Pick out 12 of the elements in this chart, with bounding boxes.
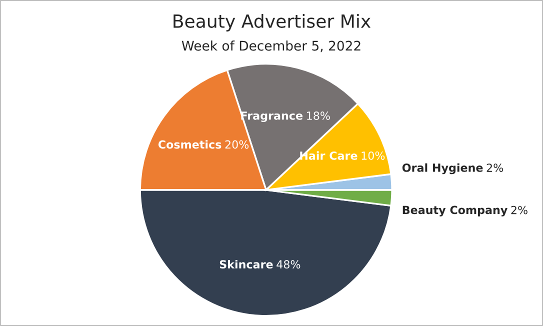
chart-title: Beauty Advertiser Mix <box>174 14 371 32</box>
slice-label: Beauty Company <box>402 206 508 216</box>
data-label: 18% <box>307 112 330 120</box>
chart-subtitle: Week of December 5, 2022 <box>182 40 360 52</box>
data-label: 10% <box>362 151 385 160</box>
slice-label: Oral Hygiene <box>402 163 483 174</box>
data-label: 48% <box>276 260 300 269</box>
data-label: 2% <box>486 164 504 172</box>
data-label: 2% <box>511 206 528 214</box>
data-label: 20% <box>225 140 249 149</box>
slice-label: Cosmetics <box>158 140 222 149</box>
slice-label: Skincare <box>220 260 273 269</box>
